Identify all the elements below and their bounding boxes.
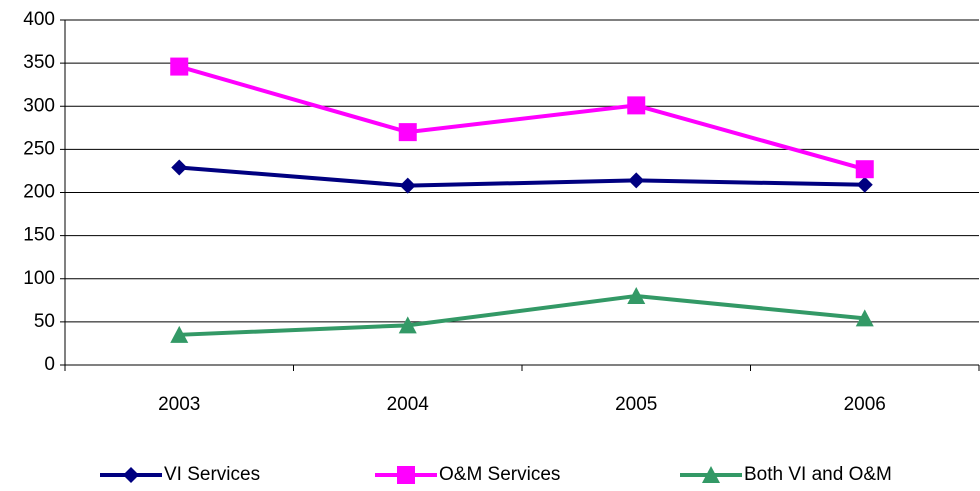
marker [397, 466, 415, 484]
y-tick-label: 150 [23, 225, 55, 246]
y-tick-label: 50 [34, 311, 55, 332]
marker [170, 57, 189, 76]
marker [170, 325, 189, 343]
marker [399, 177, 416, 194]
legend-label: O&M Services [439, 464, 560, 485]
x-tick-label: 2003 [158, 394, 200, 415]
marker [702, 466, 720, 483]
marker [171, 159, 188, 176]
legend-label: Both VI and O&M [744, 464, 892, 485]
x-tick-label: 2006 [844, 394, 886, 415]
marker [627, 96, 646, 115]
marker [855, 160, 874, 179]
series-line [179, 165, 865, 188]
series-line [178, 64, 866, 172]
y-tick-label: 400 [23, 9, 55, 30]
marker [856, 176, 873, 193]
x-tick-label: 2005 [615, 394, 657, 415]
series-line [179, 293, 865, 337]
y-tick-label: 300 [23, 95, 55, 116]
y-tick-label: 200 [23, 182, 55, 203]
legend-label: VI Services [164, 464, 260, 485]
marker [398, 316, 417, 334]
marker [627, 287, 646, 304]
marker [628, 172, 645, 189]
marker [398, 123, 417, 142]
y-tick-label: 100 [23, 268, 55, 289]
y-tick-label: 350 [23, 52, 55, 73]
x-tick-label: 2004 [387, 394, 430, 415]
marker [123, 467, 139, 483]
marker [855, 309, 874, 327]
y-tick-label: 0 [44, 354, 55, 375]
y-tick-label: 250 [23, 138, 55, 159]
